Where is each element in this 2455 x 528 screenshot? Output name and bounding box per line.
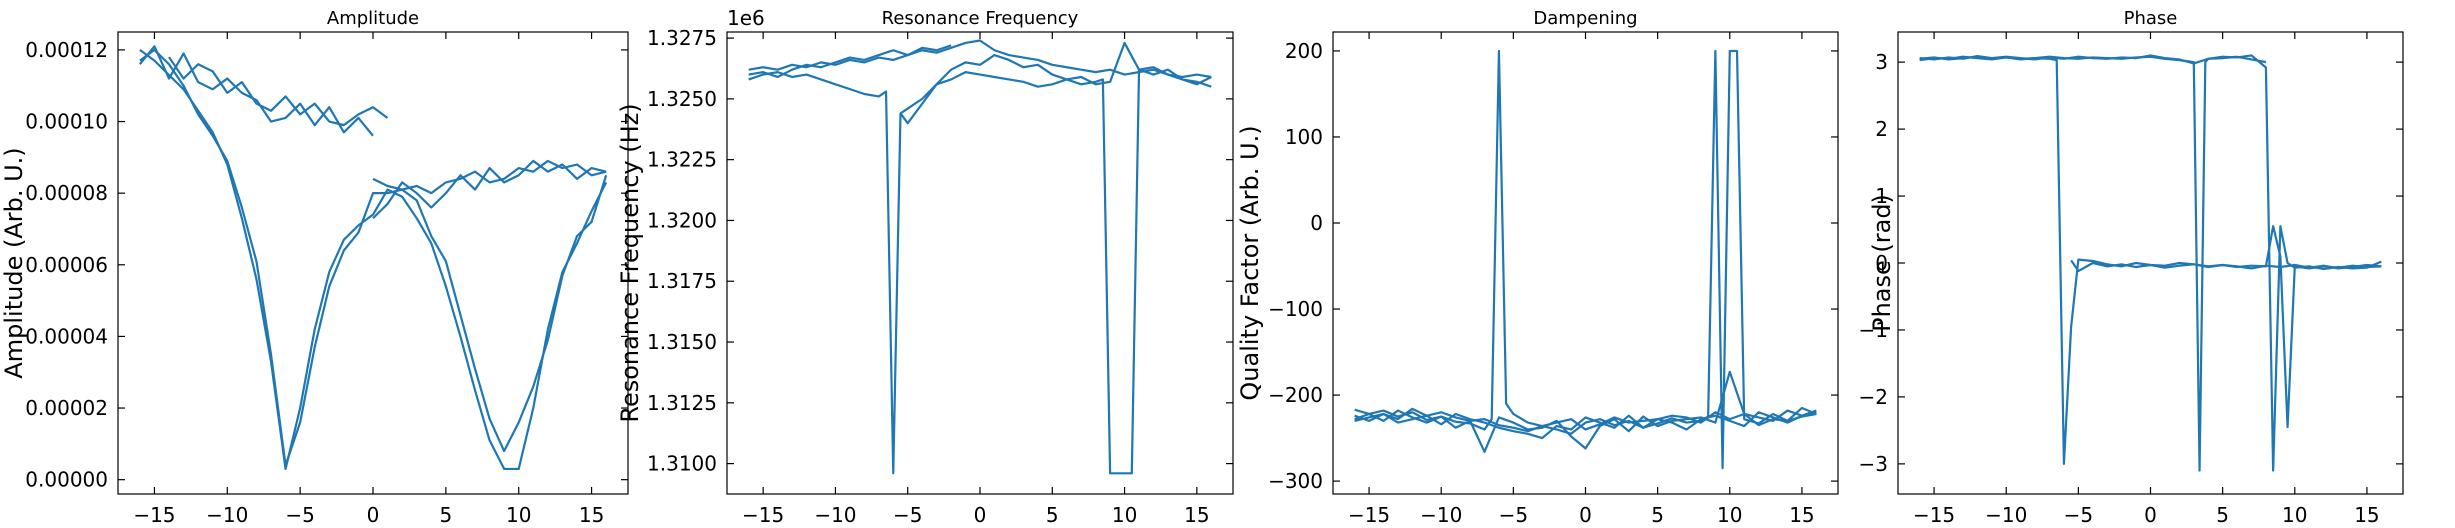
y-axis-label: Amplitude (Arb. U.) — [0, 147, 28, 378]
x-tick-label: −5 — [893, 503, 922, 527]
y-tick-label: 1.3225 — [647, 148, 717, 172]
series-line-4 — [748, 44, 952, 79]
series-line-2 — [1354, 370, 1817, 453]
series-line-2 — [899, 41, 1212, 115]
y-tick-label: 1 — [1875, 184, 1888, 208]
y-tick-label: 0 — [1875, 251, 1888, 275]
series-line-6 — [372, 159, 607, 220]
y-tick-label: 0.00000 — [25, 468, 108, 492]
x-tick-label: −10 — [814, 503, 856, 527]
x-tick-label: 10 — [506, 503, 531, 527]
y-tick-label: 1.3150 — [647, 330, 717, 354]
x-tick-label: −5 — [2064, 503, 2093, 527]
panel-1: −15 −10 −5 0 5 10 15 0.00000 0.00002 0.00004 0.000… — [0, 8, 629, 527]
series-line-1 — [1919, 55, 2382, 465]
x-tick-label: 10 — [1717, 503, 1742, 527]
y-tick-label: 0.00004 — [25, 324, 108, 348]
x-tick-label: 5 — [439, 503, 452, 527]
panel-2: −15 −10 −5 0 5 10 15 1.3100 1.3125 1.3150 1.3175 1.… — [616, 6, 1234, 527]
x-tick-label: −10 — [1985, 503, 2027, 527]
y-tick-label: −100 — [1268, 297, 1323, 321]
y-tick-label: 100 — [1285, 125, 1323, 149]
x-tick-label: −15 — [742, 503, 784, 527]
x-tick-label: 0 — [1579, 503, 1592, 527]
y-axis-label: Phase (rad) — [1868, 194, 1896, 332]
panel-title: Amplitude — [327, 8, 419, 29]
series-line-4 — [2070, 259, 2382, 273]
plot-frame — [726, 31, 1234, 495]
series-line-3 — [139, 45, 374, 137]
y-tick-label: −300 — [1268, 469, 1323, 493]
series-line-1 — [139, 49, 608, 471]
y-tick-label: 1.3275 — [647, 26, 717, 50]
x-tick-label: 10 — [1112, 503, 1137, 527]
x-tick-label: −15 — [133, 503, 175, 527]
y-tick-label: −3 — [1859, 452, 1888, 476]
x-tick-label: 5 — [2216, 503, 2229, 527]
x-tick-label: −5 — [1499, 503, 1528, 527]
plot-frame — [117, 31, 629, 495]
y-tick-label: 0 — [1310, 211, 1323, 235]
y-tick-label: 1.3175 — [647, 269, 717, 293]
y-tick-label: 0.00008 — [25, 181, 108, 205]
y-tick-label: 0.00002 — [25, 396, 108, 420]
y-tick-label: 0.00006 — [25, 253, 108, 277]
x-tick-label: 15 — [579, 503, 604, 527]
series-line-3 — [748, 39, 1212, 79]
series-line-2 — [1919, 54, 2382, 472]
y-tick-label: 0.00012 — [25, 38, 108, 62]
series-line-1 — [1354, 49, 1817, 470]
x-tick-label: 5 — [1046, 503, 1059, 527]
series-line-3 — [1919, 54, 2267, 65]
panel-title: Phase — [2124, 8, 2178, 29]
y-tick-label: 1.3125 — [647, 391, 717, 415]
plot-frame — [1897, 31, 2404, 495]
x-tick-label: 0 — [974, 503, 987, 527]
y-tick-label: 0.00010 — [25, 110, 108, 134]
panel-title: Dampening — [1533, 8, 1637, 29]
series-line-3 — [1354, 407, 1817, 440]
x-tick-label: 15 — [2354, 503, 2379, 527]
series-line-1 — [748, 66, 1212, 475]
x-tick-label: 5 — [1651, 503, 1664, 527]
y-tick-label: −200 — [1268, 383, 1323, 407]
y-tick-label: 200 — [1285, 39, 1323, 63]
x-tick-label: 0 — [2144, 503, 2157, 527]
x-tick-label: 15 — [1789, 503, 1814, 527]
y-axis-label: Resonance Frequency (Hz) — [616, 103, 644, 422]
y-tick-label: 1.3100 — [647, 452, 717, 476]
y-tick-label: 1.3250 — [647, 87, 717, 111]
x-tick-label: −10 — [1420, 503, 1462, 527]
x-tick-label: −15 — [1913, 503, 1955, 527]
y-tick-label: 2 — [1875, 117, 1888, 141]
x-tick-label: 15 — [1184, 503, 1209, 527]
series-line-4 — [168, 56, 389, 127]
x-tick-label: −5 — [285, 503, 314, 527]
y-tick-label: 1.3200 — [647, 208, 717, 232]
panel-title: Resonance Frequency — [882, 8, 1079, 29]
x-tick-label: −10 — [206, 503, 248, 527]
x-tick-label: 0 — [367, 503, 380, 527]
series-line-4 — [1354, 409, 1817, 433]
panel-3: −15 −10 −5 0 5 10 15 −300 −200 −100 0 100 200 Dampeni… — [1236, 8, 1839, 527]
y-offset-label: 1e6 — [727, 6, 765, 30]
series-line-5 — [372, 159, 607, 195]
y-tick-label: −1 — [1859, 318, 1888, 342]
series-line-2 — [139, 48, 608, 467]
x-tick-label: 10 — [2282, 503, 2307, 527]
x-tick-label: −15 — [1348, 503, 1390, 527]
y-tick-label: −2 — [1859, 385, 1888, 409]
y-tick-label: 3 — [1875, 50, 1888, 74]
y-axis-label: Quality Factor (Arb. U.) — [1236, 125, 1264, 400]
